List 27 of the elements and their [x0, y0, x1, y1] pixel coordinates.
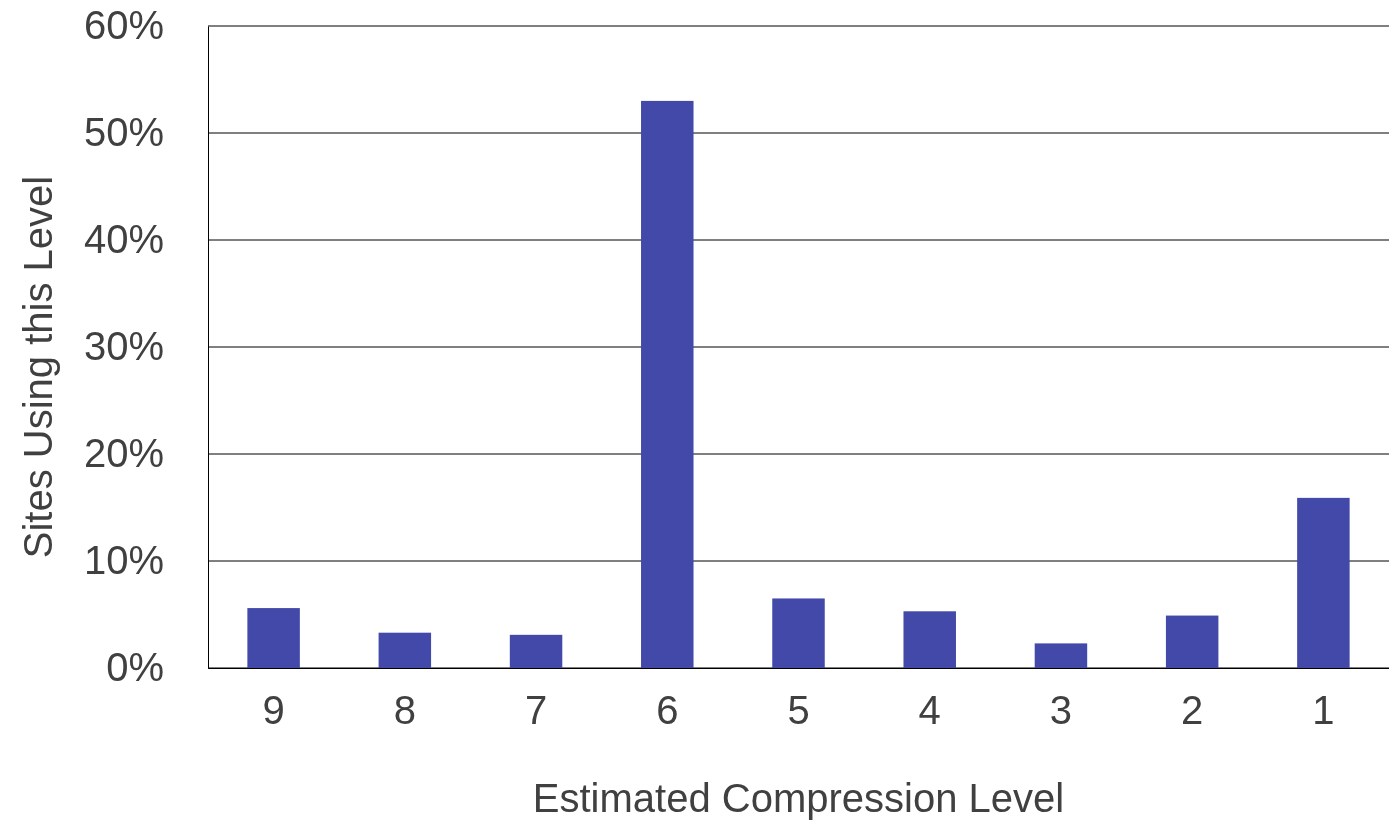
- y-tick-label: 50%: [83, 110, 164, 155]
- bar: [641, 100, 694, 668]
- bar: [903, 611, 956, 668]
- x-tick-label: 9: [262, 688, 285, 733]
- x-tick-label: 8: [393, 688, 416, 733]
- y-tick-label: 40%: [83, 217, 164, 262]
- y-tick-label: 0%: [106, 645, 164, 690]
- x-axis-title: Estimated Compression Level: [532, 776, 1065, 820]
- y-tick-label: 20%: [83, 431, 164, 476]
- bar: [378, 632, 432, 668]
- x-tick-label: 4: [918, 688, 941, 733]
- bar: [509, 634, 563, 668]
- bar: [1165, 615, 1219, 668]
- bar: [1034, 643, 1088, 668]
- x-tick-label: 5: [787, 688, 810, 733]
- bar: [772, 598, 825, 668]
- y-tick-label: 10%: [83, 538, 164, 583]
- x-tick-label: 3: [1049, 688, 1073, 733]
- bar: [1297, 497, 1350, 668]
- x-tick-label: 7: [524, 688, 548, 733]
- y-tick-label: 30%: [83, 324, 164, 369]
- x-tick-label: 1: [1312, 688, 1335, 733]
- x-tick-label: 2: [1181, 688, 1204, 733]
- x-tick-label: 6: [656, 688, 679, 733]
- y-axis-title: Sites Using this Level: [16, 175, 60, 559]
- bar: [247, 608, 300, 668]
- y-tick-label: 60%: [83, 3, 164, 48]
